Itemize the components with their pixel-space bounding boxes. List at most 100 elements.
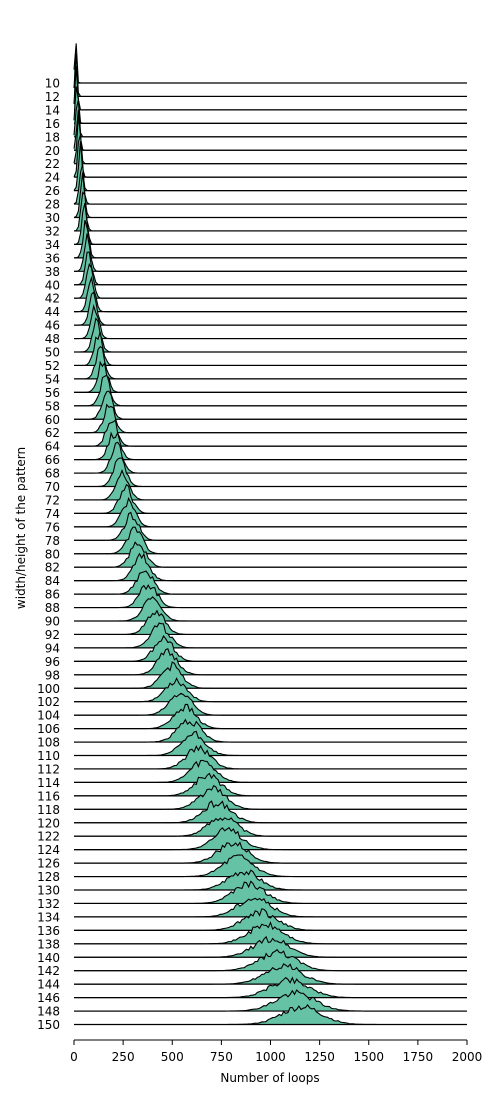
ridge-line-12 <box>73 53 467 97</box>
ridge-fill-74 <box>74 484 467 514</box>
ridge-fill-44 <box>74 277 467 312</box>
y-tick-label-128: 128 <box>37 870 60 884</box>
y-tick-label-94: 94 <box>45 641 60 655</box>
y-tick-label-58: 58 <box>45 399 60 413</box>
y-tick-label-104: 104 <box>37 709 60 723</box>
y-tick-label-72: 72 <box>45 493 60 507</box>
ridge-28 <box>73 164 467 205</box>
ridge-112 <box>74 744 467 770</box>
y-tick-label-106: 106 <box>37 722 60 736</box>
y-tick-label-124: 124 <box>37 843 60 857</box>
ridge-fill-36 <box>74 220 467 258</box>
y-tick-label-44: 44 <box>45 305 60 319</box>
ridge-line-102 <box>74 677 467 703</box>
ridge-fill-22 <box>74 115 467 164</box>
ridge-fill-38 <box>74 233 467 272</box>
ridge-fill-60 <box>74 391 467 420</box>
y-tick-label-62: 62 <box>45 426 60 440</box>
y-tick-label-34: 34 <box>45 238 60 252</box>
y-tick-label-126: 126 <box>37 857 60 871</box>
ridge-line-30 <box>73 172 467 219</box>
y-tick-label-144: 144 <box>37 978 60 992</box>
y-tick-label-40: 40 <box>45 278 60 292</box>
ridge-40 <box>73 251 467 286</box>
x-tick-label-500: 500 <box>161 1050 184 1064</box>
ridge-line-96 <box>74 634 467 662</box>
y-tick-label-122: 122 <box>37 830 60 844</box>
ridge-fill-106 <box>74 704 467 729</box>
y-tick-label-116: 116 <box>37 789 60 803</box>
y-tick-label-56: 56 <box>45 386 60 400</box>
ridge-line-44 <box>74 275 467 313</box>
ridge-114 <box>74 759 467 784</box>
y-tick-label-28: 28 <box>45 198 60 212</box>
ridge-50 <box>74 317 467 353</box>
y-axis-label: width/height of the pattern <box>14 447 28 609</box>
x-tick-label-1750: 1750 <box>403 1050 434 1064</box>
x-ticks: 0 250 500 750 1000 1250 1500 1750 2000 <box>70 1040 482 1064</box>
ridge-fill-52 <box>74 331 467 366</box>
ridge-68 <box>74 441 467 474</box>
ridge-line-118 <box>74 784 467 810</box>
y-tick-label-130: 130 <box>37 884 60 898</box>
ridge-line-20 <box>73 109 467 151</box>
ridge-90 <box>74 596 467 622</box>
ridge-12 <box>73 53 467 98</box>
y-tick-label-22: 22 <box>45 157 60 171</box>
ridge-46 <box>74 291 467 326</box>
ridge-fill-140 <box>74 936 467 958</box>
x-tick-label-2000: 2000 <box>452 1050 483 1064</box>
ridge-fill-136 <box>74 908 467 931</box>
y-tick-label-32: 32 <box>45 224 60 238</box>
ridge-10 <box>73 43 467 84</box>
ridge-122 <box>74 817 467 837</box>
ridge-fill-146 <box>74 977 467 998</box>
ridge-fill-124 <box>74 827 467 850</box>
ridge-fill-134 <box>74 898 467 917</box>
y-tick-label-138: 138 <box>37 937 60 951</box>
ridge-line-90 <box>74 596 467 622</box>
ridge-fill-114 <box>74 760 467 783</box>
ridge-fill-16 <box>74 86 467 124</box>
ridge-70 <box>74 457 467 488</box>
ridge-fill-120 <box>74 801 467 823</box>
ridge-fill-112 <box>74 745 467 769</box>
y-tick-label-68: 68 <box>45 467 60 481</box>
ridge-32 <box>73 191 467 232</box>
x-tick-label-1500: 1500 <box>353 1050 384 1064</box>
ridge-fill-86 <box>74 571 467 595</box>
ridge-fill-118 <box>74 785 467 810</box>
ridge-fill-18 <box>74 99 467 137</box>
y-tick-label-90: 90 <box>45 615 60 629</box>
ridge-line-112 <box>74 744 467 770</box>
ridge-fill-96 <box>74 635 467 662</box>
ridge-line-108 <box>74 718 467 743</box>
ridge-fill-56 <box>74 362 467 393</box>
y-tick-label-74: 74 <box>45 507 60 521</box>
ridge-128 <box>74 854 467 878</box>
y-tick-label-82: 82 <box>45 561 60 575</box>
ridge-line-46 <box>74 291 467 326</box>
ridge-fill-30 <box>74 172 467 218</box>
ridge-fill-92 <box>74 610 467 635</box>
ridge-fill-110 <box>74 731 467 756</box>
ridge-fill-126 <box>74 842 467 864</box>
y-tick-label-100: 100 <box>37 682 60 696</box>
ridge-fill-108 <box>74 719 467 743</box>
ridge-line-26 <box>73 141 467 192</box>
y-tick-label-18: 18 <box>45 130 60 144</box>
y-tick-label-70: 70 <box>45 480 60 494</box>
ridge-124 <box>74 826 467 851</box>
ridge-fill-148 <box>74 989 467 1012</box>
ridge-126 <box>74 841 467 864</box>
ridge-60 <box>74 390 467 420</box>
y-tick-label-120: 120 <box>37 816 60 830</box>
y-tick-label-46: 46 <box>45 319 60 333</box>
ridge-134 <box>74 897 467 918</box>
ridge-fill-122 <box>74 817 467 837</box>
ridge-line-56 <box>74 360 467 393</box>
ridge-fill-102 <box>74 678 467 702</box>
ridge-fill-58 <box>74 375 467 406</box>
y-tick-label-146: 146 <box>37 991 60 1005</box>
